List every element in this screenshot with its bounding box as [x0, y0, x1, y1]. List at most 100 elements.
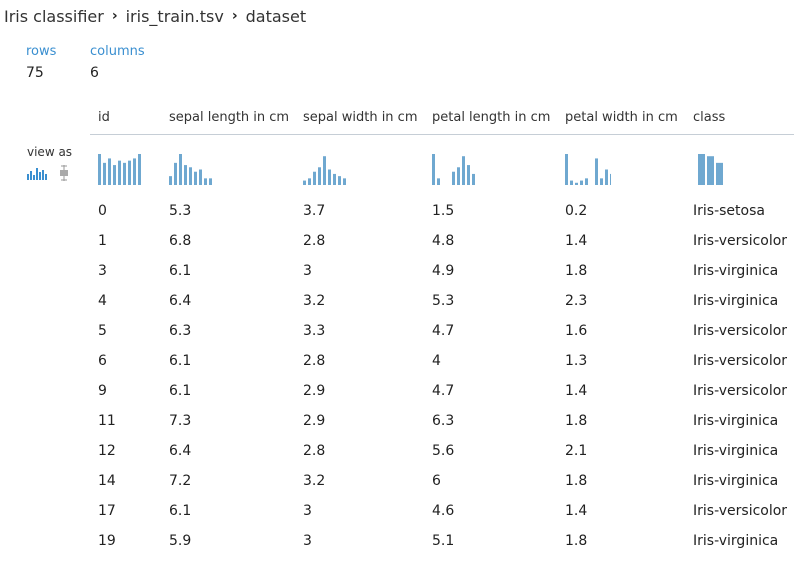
cell-sepal-width: 2.8 — [303, 233, 326, 249]
cell-sepal-length: 7.2 — [169, 473, 192, 489]
histogram-bar — [333, 173, 336, 185]
cell-sepal-length: 7.3 — [169, 413, 192, 429]
table-row: 3 6.1 3 4.9 1.8 Iris-virginica — [90, 256, 794, 286]
rows-value: 75 — [26, 65, 44, 81]
histogram-id[interactable] — [98, 146, 144, 186]
histogram-bar — [199, 169, 202, 185]
cell-sepal-width: 2.8 — [303, 443, 326, 459]
histogram-bar — [610, 173, 611, 185]
cell-petal-length: 5.6 — [432, 443, 455, 459]
breadcrumb-item-file[interactable]: iris_train.tsv — [125, 6, 224, 26]
cell-sepal-length: 6.1 — [169, 503, 192, 519]
cell-petal-width: 0.2 — [565, 203, 588, 219]
column-header-sepal-width[interactable]: sepal width in cm — [303, 110, 418, 125]
histogram-bar — [174, 162, 177, 185]
histogram-class[interactable] — [698, 146, 724, 186]
cell-sepal-length: 6.1 — [169, 353, 192, 369]
cell-class: Iris-versicolor — [693, 323, 788, 339]
histogram-bar — [133, 158, 136, 185]
histogram-bar — [432, 154, 435, 185]
cell-petal-width: 2.1 — [565, 443, 588, 459]
cell-petal-width: 1.8 — [565, 473, 588, 489]
cell-id: 11 — [98, 413, 116, 429]
histogram-icon[interactable] — [27, 166, 49, 183]
chevron-right-icon: › — [231, 8, 238, 24]
histogram-bar — [570, 180, 573, 185]
histogram-bar — [338, 176, 341, 185]
cell-petal-length: 4.6 — [432, 503, 455, 519]
breadcrumb-item-experiment[interactable]: Iris classifier — [4, 6, 104, 26]
histogram-bar — [194, 171, 197, 185]
histogram-bar — [118, 160, 121, 185]
column-header-id[interactable]: id — [98, 110, 110, 125]
view-as-label: view as — [27, 145, 73, 159]
cell-sepal-width: 3 — [303, 533, 312, 549]
histogram-bar — [698, 154, 705, 185]
cell-sepal-width: 3.2 — [303, 473, 326, 489]
cell-id: 12 — [98, 443, 116, 459]
histogram-row — [90, 146, 794, 186]
table-row: 4 6.4 3.2 5.3 2.3 Iris-virginica — [90, 286, 794, 316]
cell-class: Iris-virginica — [693, 443, 779, 459]
histogram-sepal-width[interactable] — [303, 146, 349, 186]
cell-sepal-width: 3 — [303, 503, 312, 519]
cell-sepal-length: 6.8 — [169, 233, 192, 249]
rows-label: rows — [26, 44, 57, 59]
histogram-bar — [457, 167, 460, 185]
histogram-bar — [716, 162, 723, 185]
cell-sepal-length: 6.4 — [169, 293, 192, 309]
cell-sepal-length: 6.4 — [169, 443, 192, 459]
histogram-bar — [452, 171, 455, 185]
cell-class: Iris-versicolor — [693, 383, 788, 399]
histogram-bar — [179, 154, 182, 185]
table-row: 12 6.4 2.8 5.6 2.1 Iris-virginica — [90, 436, 794, 466]
histogram-bar — [169, 176, 172, 185]
cell-petal-width: 1.3 — [565, 353, 588, 369]
histogram-sepal-length[interactable] — [169, 146, 215, 186]
cell-id: 1 — [98, 233, 107, 249]
histogram-bar — [600, 178, 603, 185]
histogram-bar — [472, 173, 475, 185]
histogram-bar — [308, 178, 311, 185]
histogram-bar — [138, 154, 141, 185]
cell-sepal-width: 2.8 — [303, 353, 326, 369]
histogram-petal-length[interactable] — [432, 146, 478, 186]
boxplot-icon[interactable] — [59, 165, 69, 184]
histogram-bar — [585, 178, 588, 185]
histogram-bar — [595, 158, 598, 185]
cell-petal-length: 1.5 — [432, 203, 455, 219]
cell-class: Iris-virginica — [693, 473, 779, 489]
cell-petal-width: 1.4 — [565, 233, 588, 249]
cell-petal-width: 1.4 — [565, 503, 588, 519]
cell-class: Iris-virginica — [693, 293, 779, 309]
table-row: 1 6.8 2.8 4.8 1.4 Iris-versicolor — [90, 226, 794, 256]
column-header-sepal-length[interactable]: sepal length in cm — [169, 110, 290, 125]
histogram-bar — [98, 154, 101, 185]
rows-stat: rows 75 — [26, 44, 56, 81]
cell-sepal-length: 5.3 — [169, 203, 192, 219]
cell-id: 6 — [98, 353, 107, 369]
cell-class: Iris-versicolor — [693, 233, 788, 249]
cell-petal-width: 1.6 — [565, 323, 588, 339]
cell-sepal-length: 5.9 — [169, 533, 192, 549]
cell-class: Iris-versicolor — [693, 503, 788, 519]
cell-class: Iris-setosa — [693, 203, 765, 219]
column-header-petal-length[interactable]: petal length in cm — [432, 110, 551, 125]
cell-petal-width: 1.8 — [565, 533, 588, 549]
cell-id: 0 — [98, 203, 107, 219]
histogram-bar — [343, 178, 346, 185]
column-header-petal-width[interactable]: petal width in cm — [565, 110, 678, 125]
table-row: 0 5.3 3.7 1.5 0.2 Iris-setosa — [90, 196, 794, 226]
view-as-panel: view as — [27, 145, 77, 184]
cell-sepal-width: 2.9 — [303, 413, 326, 429]
histogram-bar — [108, 158, 111, 185]
cell-petal-length: 6.3 — [432, 413, 455, 429]
column-header-class[interactable]: class — [693, 110, 726, 125]
cell-petal-width: 1.8 — [565, 263, 588, 279]
histogram-bar — [103, 162, 106, 185]
cell-id: 17 — [98, 503, 116, 519]
cell-sepal-width: 2.9 — [303, 383, 326, 399]
cell-id: 5 — [98, 323, 107, 339]
cell-petal-width: 1.8 — [565, 413, 588, 429]
histogram-petal-width[interactable] — [565, 146, 611, 186]
